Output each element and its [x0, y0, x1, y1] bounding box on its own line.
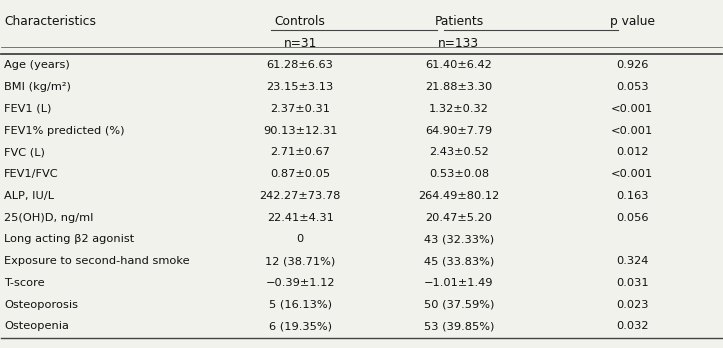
Text: <0.001: <0.001	[611, 104, 653, 114]
Text: 2.37±0.31: 2.37±0.31	[270, 104, 330, 114]
Text: Osteopenia: Osteopenia	[4, 322, 69, 331]
Text: 12 (38.71%): 12 (38.71%)	[265, 256, 335, 266]
Text: 43 (32.33%): 43 (32.33%)	[424, 235, 494, 244]
Text: 0.012: 0.012	[616, 148, 649, 157]
Text: 2.43±0.52: 2.43±0.52	[429, 148, 489, 157]
Text: Characteristics: Characteristics	[4, 15, 96, 29]
Text: FVC (L): FVC (L)	[4, 148, 45, 157]
Text: 0.031: 0.031	[616, 278, 649, 288]
Text: 0.87±0.05: 0.87±0.05	[270, 169, 330, 179]
Text: 20.47±5.20: 20.47±5.20	[425, 213, 492, 223]
Text: −0.39±1.12: −0.39±1.12	[265, 278, 335, 288]
Text: 53 (39.85%): 53 (39.85%)	[424, 322, 494, 331]
Text: n=133: n=133	[438, 37, 479, 50]
Text: 64.90±7.79: 64.90±7.79	[425, 126, 492, 136]
Text: Exposure to second-hand smoke: Exposure to second-hand smoke	[4, 256, 190, 266]
Text: ALP, IU/L: ALP, IU/L	[4, 191, 54, 201]
Text: 23.15±3.13: 23.15±3.13	[267, 82, 334, 92]
Text: Long acting β2 agonist: Long acting β2 agonist	[4, 235, 134, 244]
Text: 45 (33.83%): 45 (33.83%)	[424, 256, 494, 266]
Text: T-score: T-score	[4, 278, 45, 288]
Text: 25(OH)D, ng/ml: 25(OH)D, ng/ml	[4, 213, 94, 223]
Text: 0.53±0.08: 0.53±0.08	[429, 169, 489, 179]
Text: Patients: Patients	[435, 15, 484, 29]
Text: −1.01±1.49: −1.01±1.49	[424, 278, 494, 288]
Text: Age (years): Age (years)	[4, 61, 70, 70]
Text: 22.41±4.31: 22.41±4.31	[267, 213, 333, 223]
Text: n=31: n=31	[283, 37, 317, 50]
Text: <0.001: <0.001	[611, 169, 653, 179]
Text: 1.32±0.32: 1.32±0.32	[429, 104, 489, 114]
Text: 0.163: 0.163	[616, 191, 649, 201]
Text: p value: p value	[609, 15, 654, 29]
Text: 0.056: 0.056	[616, 213, 649, 223]
Text: 0.023: 0.023	[616, 300, 649, 310]
Text: 21.88±3.30: 21.88±3.30	[425, 82, 492, 92]
Text: 0: 0	[296, 235, 304, 244]
Text: 6 (19.35%): 6 (19.35%)	[269, 322, 332, 331]
Text: 2.71±0.67: 2.71±0.67	[270, 148, 330, 157]
Text: 61.40±6.42: 61.40±6.42	[426, 61, 492, 70]
Text: 242.27±73.78: 242.27±73.78	[260, 191, 341, 201]
Text: 61.28±6.63: 61.28±6.63	[267, 61, 333, 70]
Text: BMI (kg/m²): BMI (kg/m²)	[4, 82, 71, 92]
Text: 5 (16.13%): 5 (16.13%)	[269, 300, 332, 310]
Text: Controls: Controls	[275, 15, 325, 29]
Text: FEV1/FVC: FEV1/FVC	[4, 169, 59, 179]
Text: 0.032: 0.032	[616, 322, 649, 331]
Text: <0.001: <0.001	[611, 126, 653, 136]
Text: 0.926: 0.926	[616, 61, 649, 70]
Text: 0.053: 0.053	[616, 82, 649, 92]
Text: 0.324: 0.324	[616, 256, 649, 266]
Text: Osteoporosis: Osteoporosis	[4, 300, 78, 310]
Text: FEV1% predicted (%): FEV1% predicted (%)	[4, 126, 125, 136]
Text: 50 (37.59%): 50 (37.59%)	[424, 300, 494, 310]
Text: 264.49±80.12: 264.49±80.12	[419, 191, 500, 201]
Text: 90.13±12.31: 90.13±12.31	[263, 126, 338, 136]
Text: FEV1 (L): FEV1 (L)	[4, 104, 51, 114]
